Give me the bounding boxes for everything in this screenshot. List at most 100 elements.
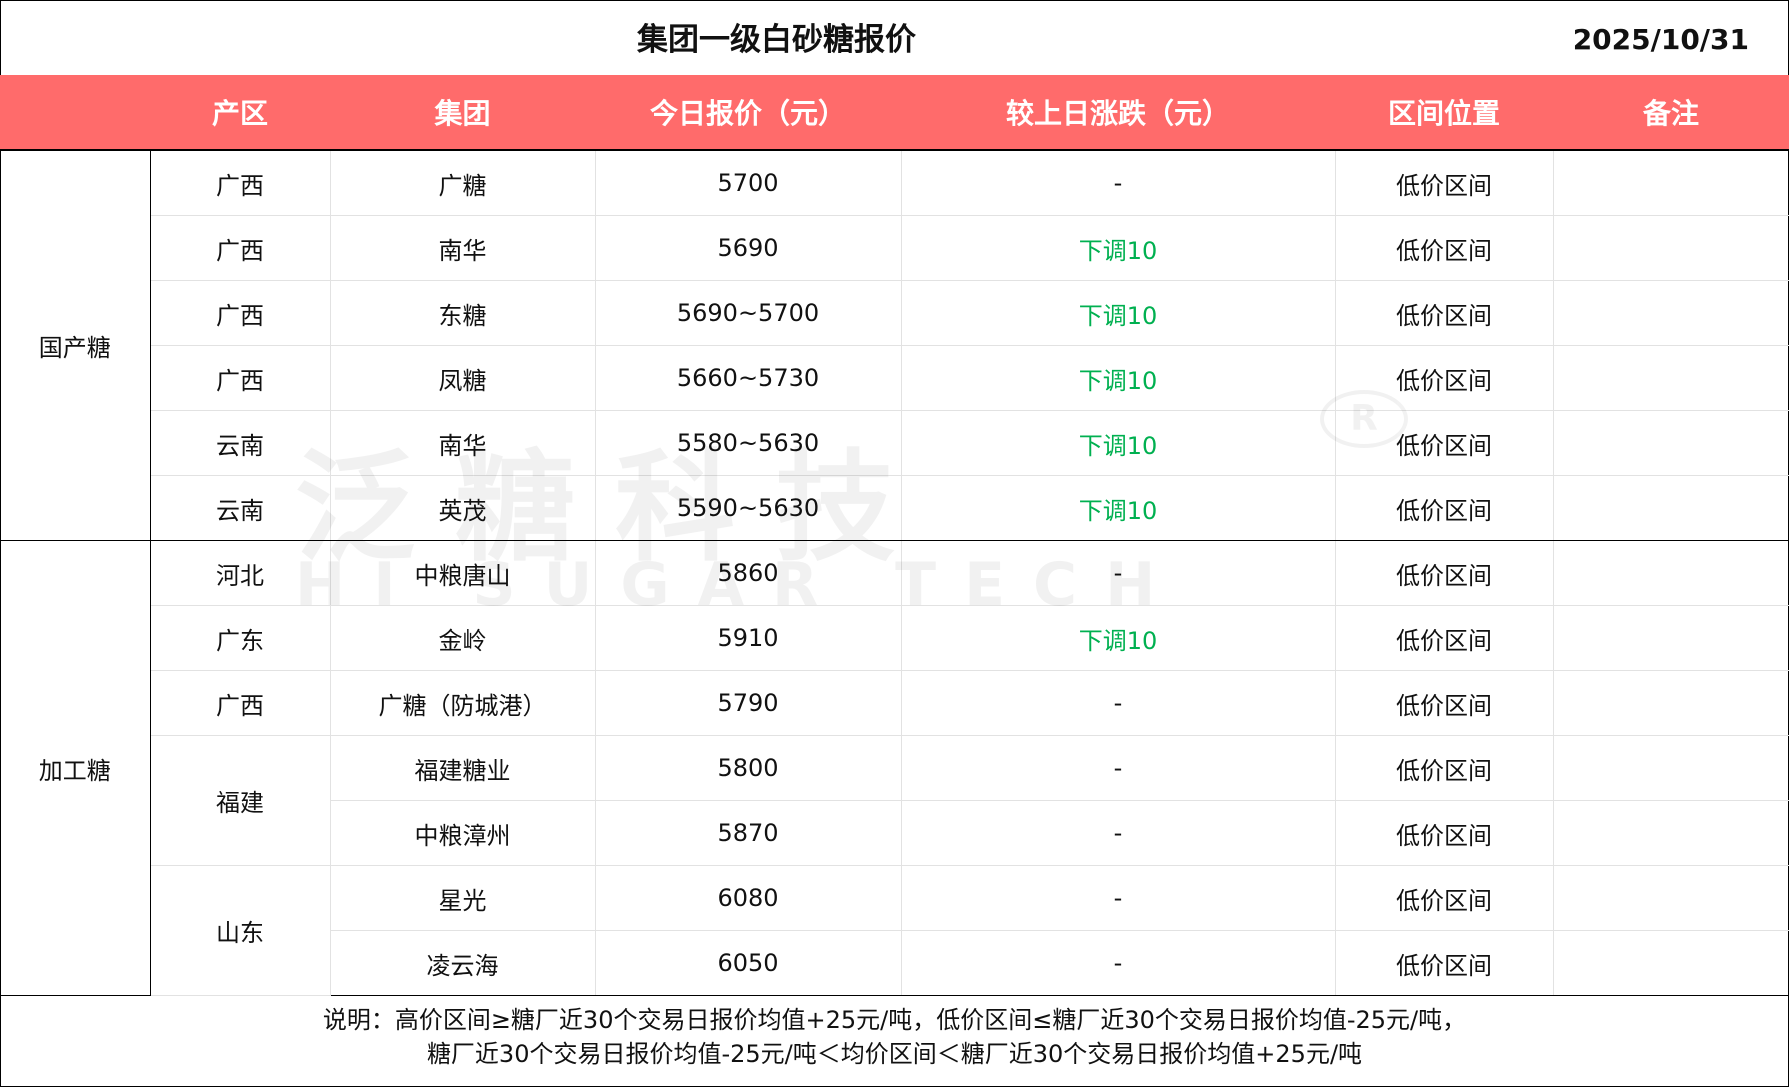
region-cell: 福建 — [150, 735, 331, 866]
table-row: 广西 广糖（防城港） 5790- 低价区间 — [0, 670, 1789, 736]
note-cell — [1553, 670, 1789, 736]
price-cell: 5590~5630 — [595, 475, 902, 541]
change-cell: - — [901, 150, 1336, 216]
position-cell: 低价区间 — [1335, 930, 1554, 996]
position-cell: 低价区间 — [1335, 345, 1554, 411]
price-cell: 5800 — [595, 735, 902, 801]
group-cell: 东糖 — [330, 280, 596, 346]
header-blank — [0, 75, 150, 151]
position-cell: 低价区间 — [1335, 670, 1554, 736]
group-cell: 星光 — [330, 865, 596, 931]
position-cell: 低价区间 — [1335, 150, 1554, 216]
price-cell: 5700 — [595, 150, 902, 216]
region-cell: 广西 — [150, 150, 331, 216]
note-cell — [1553, 150, 1789, 216]
price-cell: 5690~5700 — [595, 280, 902, 346]
price-cell: 6050 — [595, 930, 902, 996]
price-table: 产区 集团 今日报价（元） 较上日涨跌（元） 区间位置 备注 国产糖 广西 广糖 57… — [0, 75, 1789, 996]
table-row: 云南 英茂 5590~5630 下调10 低价区间 — [0, 475, 1789, 541]
change-cell: 下调10 — [901, 345, 1336, 411]
registered-mark: R — [1320, 390, 1408, 448]
table-row: 广西 南华 5690 下调10 低价区间 — [0, 215, 1789, 281]
table-row: 广东 金岭 5910 下调10 低价区间 — [0, 605, 1789, 671]
table-row: 中粮漳州 5870- 低价区间 — [0, 800, 1789, 866]
note-cell — [1553, 475, 1789, 541]
group-cell: 福建糖业 — [330, 735, 596, 801]
change-cell: 下调10 — [901, 605, 1336, 671]
change-cell: 下调10 — [901, 410, 1336, 476]
group-cell: 广糖 — [330, 150, 596, 216]
note-cell — [1553, 865, 1789, 931]
region-cell: 广东 — [150, 605, 331, 671]
header-region: 产区 — [150, 75, 330, 151]
group-cell: 金岭 — [330, 605, 596, 671]
table-row: 国产糖 广西 广糖 5700- 低价区间 — [0, 150, 1789, 541]
region-cell: 山东 — [150, 865, 331, 996]
group-cell: 凌云海 — [330, 930, 596, 996]
group-cell: 中粮唐山 — [330, 540, 596, 606]
header-note: 备注 — [1553, 75, 1789, 151]
note-cell — [1553, 215, 1789, 281]
region-cell: 云南 — [150, 475, 331, 541]
note-cell — [1553, 735, 1789, 801]
region-cell: 广西 — [150, 280, 331, 346]
change-cell: - — [901, 540, 1336, 606]
position-cell: 低价区间 — [1335, 605, 1554, 671]
category-cell: 国产糖 — [0, 150, 151, 541]
table-row: 山东 星光 6080- 低价区间 — [0, 865, 1789, 996]
table-row: 加工糖 河北 中粮唐山 5860- 低价区间 — [0, 540, 1789, 996]
change-cell: - — [901, 865, 1336, 931]
table-row: 凌云海 6050- 低价区间 — [0, 930, 1789, 996]
change-cell: - — [901, 800, 1336, 866]
change-cell: 下调10 — [901, 475, 1336, 541]
table-row: 广西 凤糖 5660~5730 下调10 低价区间 — [0, 345, 1789, 411]
change-cell: 下调10 — [901, 280, 1336, 346]
price-cell: 5910 — [595, 605, 902, 671]
price-cell: 5870 — [595, 800, 902, 866]
table-row: 广西 东糖 5690~5700 下调10 低价区间 — [0, 280, 1789, 346]
region-cell: 河北 — [150, 540, 331, 606]
price-cell: 5580~5630 — [595, 410, 902, 476]
group-cell: 凤糖 — [330, 345, 596, 411]
header-change: 较上日涨跌（元） — [901, 75, 1335, 151]
change-cell: - — [901, 930, 1336, 996]
table-row: 云南 南华 5580~5630 下调10 低价区间 — [0, 410, 1789, 476]
report-date: 2025/10/31 — [1572, 23, 1749, 56]
price-cell: 5860 — [595, 540, 902, 606]
change-cell: - — [901, 735, 1336, 801]
region-cell: 广西 — [150, 215, 331, 281]
group-cell: 广糖（防城港） — [330, 670, 596, 736]
region-cell: 广西 — [150, 670, 331, 736]
position-cell: 低价区间 — [1335, 865, 1554, 931]
group-cell: 南华 — [330, 215, 596, 281]
header-position: 区间位置 — [1335, 75, 1553, 151]
note-cell — [1553, 605, 1789, 671]
price-cell: 5660~5730 — [595, 345, 902, 411]
price-cell: 6080 — [595, 865, 902, 931]
group-cell: 英茂 — [330, 475, 596, 541]
position-cell: 低价区间 — [1335, 280, 1554, 346]
region-cell: 云南 — [150, 410, 331, 476]
price-cell: 5790 — [595, 670, 902, 736]
header-group: 集团 — [330, 75, 595, 151]
note-cell — [1553, 280, 1789, 346]
change-cell: 下调10 — [901, 215, 1336, 281]
header-price: 今日报价（元） — [595, 75, 901, 151]
note-cell — [1553, 410, 1789, 476]
position-cell: 低价区间 — [1335, 475, 1554, 541]
position-cell: 低价区间 — [1335, 735, 1554, 801]
position-cell: 低价区间 — [1335, 800, 1554, 866]
price-cell: 5690 — [595, 215, 902, 281]
footer-line-1: 说明：高价区间≥糖厂近30个交易日报价均值+25元/吨，低价区间≤糖厂近30个交… — [322, 1006, 1467, 1034]
table-row: 福建 福建糖业 5800- 低价区间 — [0, 735, 1789, 866]
region-cell: 广西 — [150, 345, 331, 411]
group-cell: 中粮漳州 — [330, 800, 596, 866]
position-cell: 低价区间 — [1335, 540, 1554, 606]
footer-note: 说明：高价区间≥糖厂近30个交易日报价均值+25元/吨，低价区间≤糖厂近30个交… — [0, 987, 1789, 1087]
note-cell — [1553, 540, 1789, 606]
group-cell: 南华 — [330, 410, 596, 476]
note-cell — [1553, 800, 1789, 866]
footer-line-2: 糖厂近30个交易日报价均值-25元/吨＜均价区间＜糖厂近30个交易日报价均值+2… — [426, 1040, 1363, 1068]
note-cell — [1553, 930, 1789, 996]
page-title: 集团一级白砂糖报价 — [637, 22, 916, 58]
